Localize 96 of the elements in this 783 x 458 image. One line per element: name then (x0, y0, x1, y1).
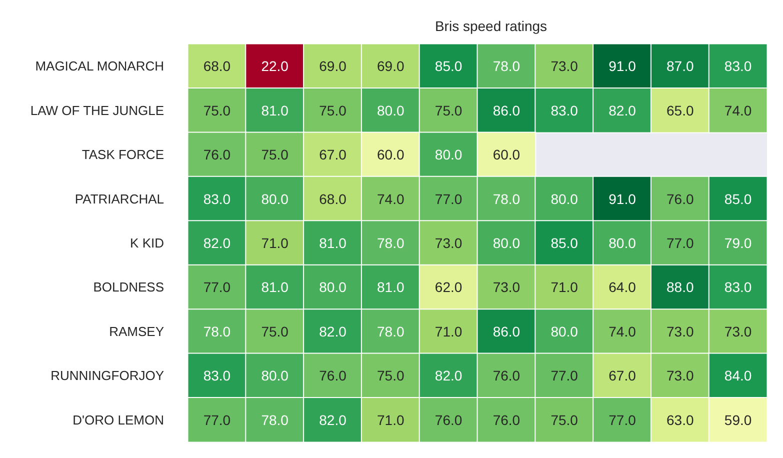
data-label: 75.0 (550, 412, 578, 428)
y-tick-label: K KID (130, 236, 164, 250)
data-label: 77.0 (203, 279, 231, 296)
data-label: 83.0 (203, 368, 231, 384)
data-label: 76.0 (434, 412, 462, 428)
y-tick-label: PATRIARCHAL (74, 191, 164, 206)
data-label: 86.0 (492, 323, 520, 340)
data-label: 83.0 (550, 102, 578, 118)
data-label: 78.0 (492, 190, 520, 207)
data-label: 77.0 (666, 235, 694, 251)
data-label: 86.0 (492, 102, 520, 118)
data-label: 73.0 (434, 235, 462, 251)
data-label: 78.0 (261, 412, 289, 428)
data-label: 80.0 (377, 102, 404, 118)
data-label: 80.0 (261, 368, 289, 384)
data-label: 85.0 (434, 58, 462, 74)
data-label: 88.0 (666, 279, 694, 296)
data-label: 91.0 (608, 190, 636, 207)
data-label: 80.0 (261, 190, 289, 207)
data-label: 78.0 (377, 235, 404, 251)
data-label: 60.0 (377, 146, 404, 163)
data-label: 82.0 (319, 323, 347, 340)
data-label: 64.0 (608, 279, 636, 296)
data-label: 80.0 (492, 235, 520, 251)
data-label: 71.0 (434, 323, 462, 340)
data-label: 67.0 (319, 146, 347, 163)
data-label: 85.0 (550, 235, 578, 251)
data-label: 60.0 (492, 146, 520, 163)
data-label: 77.0 (203, 412, 231, 428)
data-label: 80.0 (434, 146, 462, 163)
data-label: 68.0 (319, 190, 347, 207)
y-tick-label: TASK FORCE (82, 147, 164, 162)
y-tick-label: MAGICAL MONARCH (35, 58, 164, 74)
data-label: 81.0 (377, 279, 404, 296)
data-label: 81.0 (319, 235, 347, 251)
data-label: 81.0 (261, 279, 289, 296)
data-label: 75.0 (203, 102, 231, 118)
data-label: 78.0 (203, 323, 231, 340)
y-tick-label: RAMSEY (109, 324, 164, 339)
data-label: 75.0 (377, 368, 404, 384)
data-label: 73.0 (550, 58, 578, 74)
data-label: 82.0 (434, 368, 462, 384)
data-label: 73.0 (492, 279, 520, 296)
data-label: 62.0 (434, 279, 462, 296)
data-label: 76.0 (492, 368, 520, 384)
data-label: 76.0 (203, 146, 231, 163)
data-label: 74.0 (724, 102, 752, 118)
y-tick-label: BOLDNESS (93, 280, 164, 295)
data-label: 81.0 (261, 102, 289, 118)
data-label: 82.0 (608, 102, 636, 118)
data-label: 76.0 (319, 368, 347, 384)
data-label: 87.0 (666, 58, 694, 74)
data-label: 83.0 (203, 190, 231, 207)
data-label: 75.0 (261, 323, 289, 340)
data-label: 65.0 (666, 102, 694, 118)
y-tick-label: RUNNINGFORJOY (50, 368, 164, 384)
data-label: 73.0 (724, 323, 752, 340)
data-label: 75.0 (434, 102, 462, 118)
data-label: 71.0 (550, 279, 578, 296)
data-label: 83.0 (724, 58, 752, 74)
data-label: 71.0 (261, 235, 289, 251)
data-label: 69.0 (377, 58, 404, 74)
chart-title: Bris speed ratings (434, 18, 548, 34)
data-label: 78.0 (492, 58, 520, 74)
data-label: 59.0 (724, 412, 752, 428)
data-label: 75.0 (319, 102, 347, 118)
data-label: 69.0 (319, 58, 347, 74)
data-label: 68.0 (203, 58, 231, 74)
data-label: 80.0 (608, 235, 636, 251)
data-label: 63.0 (666, 412, 694, 428)
data-label: 67.0 (608, 368, 636, 384)
data-label: 84.0 (724, 368, 752, 384)
data-label: 79.0 (724, 235, 752, 251)
data-label: 91.0 (608, 58, 636, 74)
data-label: 85.0 (724, 190, 752, 207)
data-label: 22.0 (261, 58, 289, 74)
y-tick-label: D'ORO LEMON (72, 412, 164, 428)
data-label: 76.0 (666, 190, 694, 207)
y-tick-label: LAW OF THE JUNGLE (30, 102, 164, 118)
data-label: 80.0 (550, 323, 578, 340)
data-label: 74.0 (608, 323, 636, 340)
data-label: 82.0 (319, 412, 347, 428)
data-label: 75.0 (261, 146, 289, 163)
data-label: 73.0 (666, 368, 694, 384)
data-label: 73.0 (666, 323, 694, 340)
data-label: 80.0 (319, 279, 347, 296)
data-label: 78.0 (377, 323, 404, 340)
data-label: 82.0 (203, 235, 231, 251)
data-label: 77.0 (434, 190, 462, 207)
data-label: 77.0 (608, 412, 636, 428)
data-label: 77.0 (550, 368, 578, 384)
data-label: 76.0 (492, 412, 520, 428)
data-label: 80.0 (550, 190, 578, 207)
data-label: 83.0 (724, 279, 752, 296)
data-label: 71.0 (377, 412, 404, 428)
data-label: 74.0 (377, 190, 404, 207)
